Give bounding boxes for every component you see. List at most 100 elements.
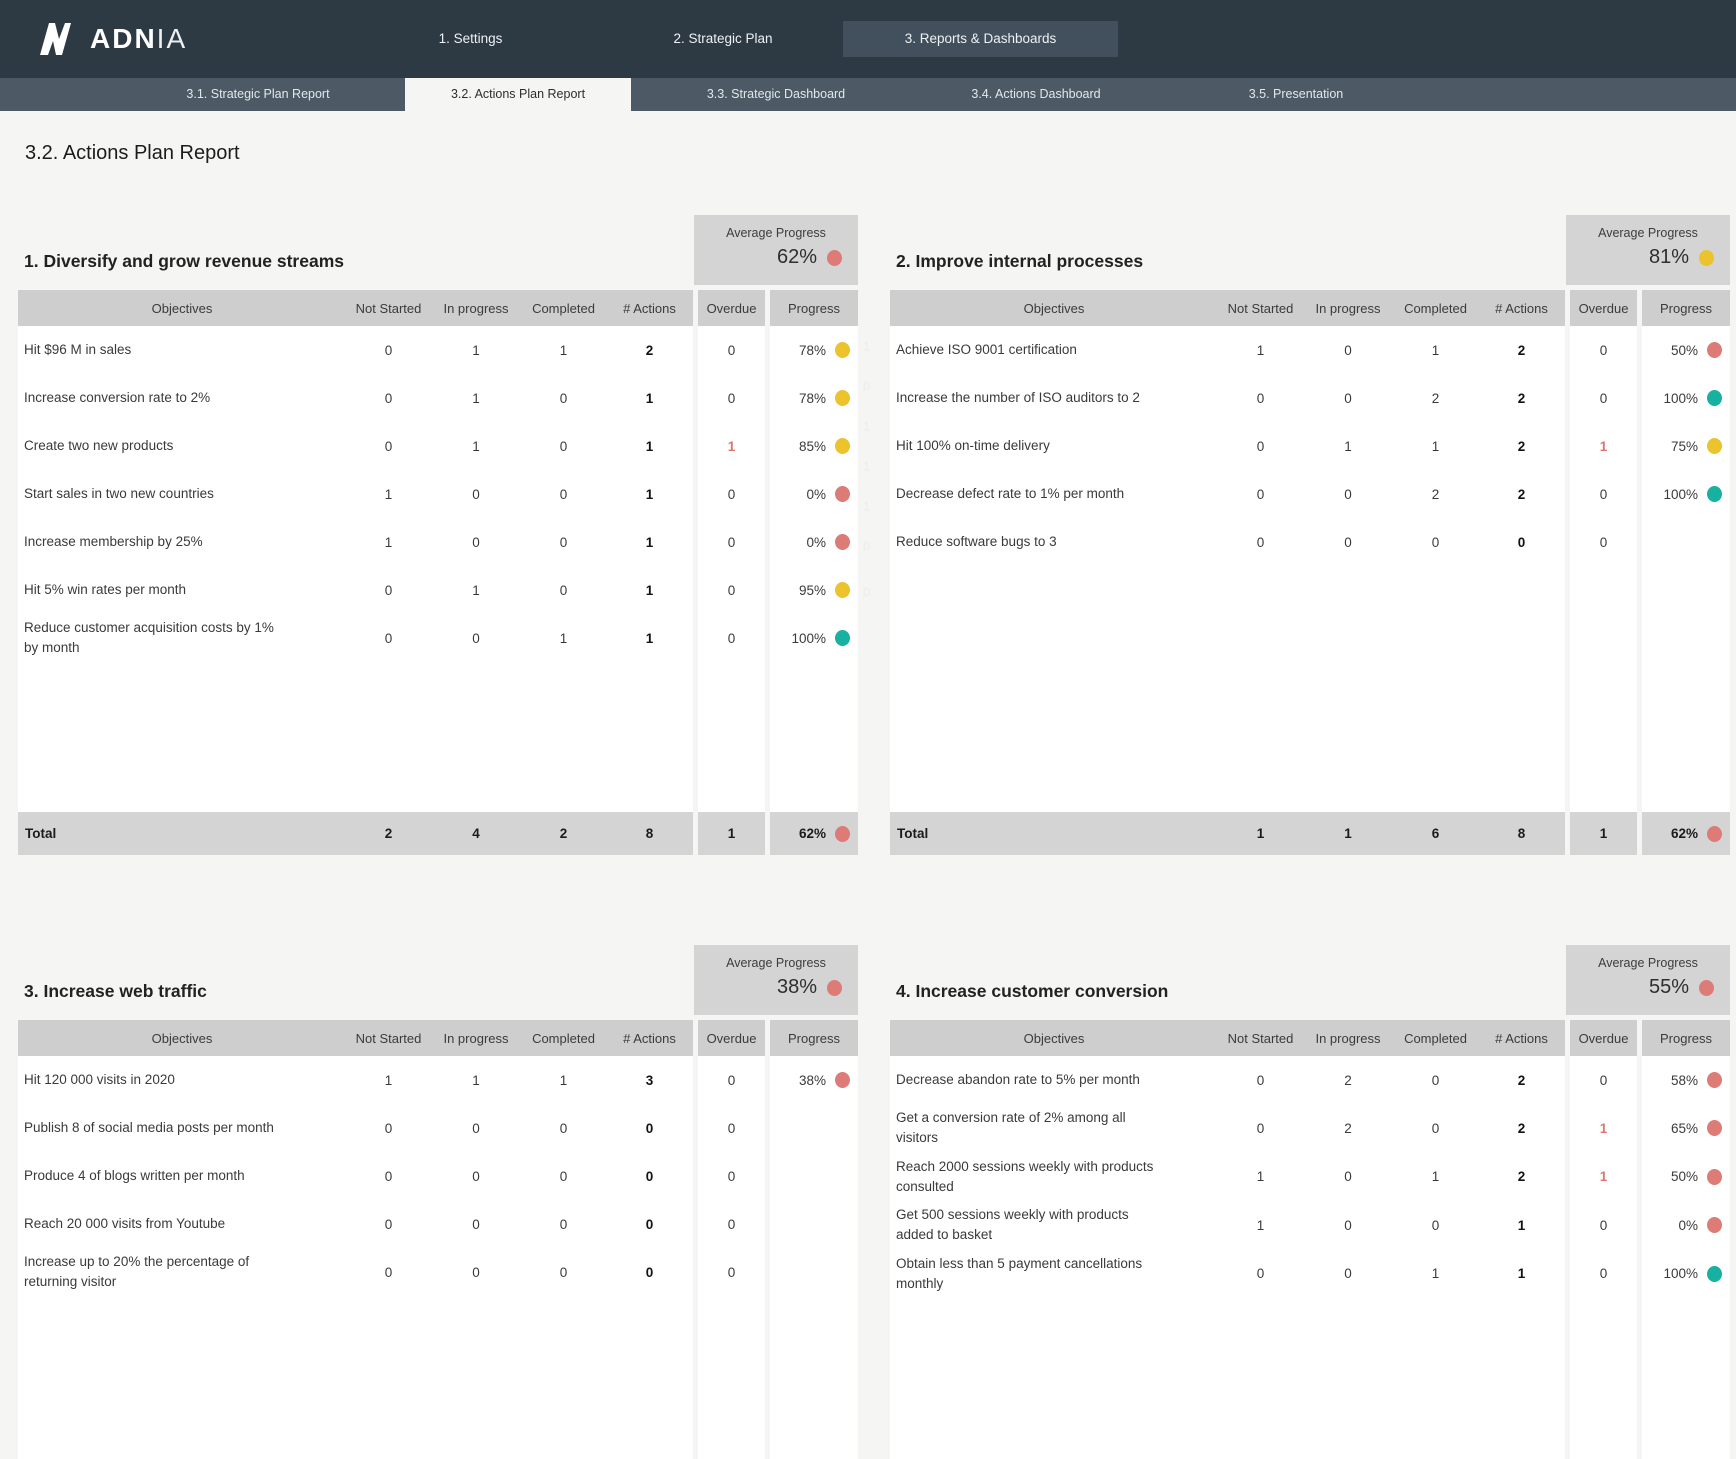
completed-cell: 0 [1393, 1056, 1478, 1104]
completed-cell: 0 [521, 374, 606, 422]
in-progress-cell: 0 [431, 1152, 521, 1200]
objective-cell: Increase the number of ISO auditors to 2 [890, 374, 1218, 422]
overdue-cell: 0 [1570, 1056, 1637, 1104]
adnia-logo-text: ADNIA [90, 25, 187, 53]
overdue-cell: 0 [698, 326, 765, 374]
in-progress-cell: 0 [431, 1104, 521, 1152]
gutter-value: 0 [863, 585, 870, 600]
completed-cell: 0 [521, 1200, 606, 1248]
progress-cell: 100% [770, 614, 858, 663]
overdue-cell: 1 [1570, 1153, 1637, 1202]
column-header: Completed [521, 290, 606, 326]
column-header: Objectives [18, 1020, 346, 1056]
section-internal-processes: 2. Improve internal processes Average Pr… [890, 215, 1730, 855]
completed-cell: 2 [1393, 470, 1478, 518]
not-started-cell: 1 [346, 518, 431, 566]
objective-cell: Decrease abandon rate to 5% per month [890, 1056, 1218, 1104]
progress-cell: 0% [770, 470, 858, 518]
subtab-actions-dashboard[interactable]: 3.4. Actions Dashboard [911, 78, 1161, 111]
objective-cell: Publish 8 of social media posts per mont… [18, 1104, 346, 1152]
status-dot [1699, 980, 1714, 996]
average-progress-label: Average Progress [694, 945, 858, 970]
total-in-progress: 4 [431, 812, 521, 855]
column-header: Completed [1393, 290, 1478, 326]
progress-cell: 100% [1642, 470, 1730, 518]
overdue-cell: 0 [1570, 470, 1637, 518]
in-progress-cell: 1 [1303, 422, 1393, 470]
subtab-presentation[interactable]: 3.5. Presentation [1161, 78, 1431, 111]
total-overdue: 1 [1570, 812, 1637, 855]
status-dot [1707, 390, 1722, 406]
tab-reports-dashboards[interactable]: 3. Reports & Dashboards [843, 21, 1118, 57]
objective-cell: Hit $96 M in sales [18, 326, 346, 374]
progress-value: 100% [1663, 487, 1698, 502]
not-started-cell: 0 [346, 614, 431, 663]
not-started-cell: 0 [1218, 1056, 1303, 1104]
status-dot [835, 486, 850, 502]
objective-cell: Hit 120 000 visits in 2020 [18, 1056, 346, 1104]
progress-value: 75% [1671, 439, 1698, 454]
column-header: Not Started [346, 290, 431, 326]
column-header: Objectives [890, 1020, 1218, 1056]
total-completed: 6 [1393, 812, 1478, 855]
progress-value: 0% [806, 535, 826, 550]
column-header: # Actions [606, 290, 693, 326]
table-body-fill [18, 1297, 693, 1459]
progress-value: 95% [799, 583, 826, 598]
actions-count-cell: 0 [606, 1248, 693, 1297]
in-progress-cell: 0 [1303, 1201, 1393, 1250]
not-started-cell: 1 [346, 1056, 431, 1104]
objective-cell: Reach 20 000 visits from Youtube [18, 1200, 346, 1248]
column-header: Completed [521, 1020, 606, 1056]
actions-count-cell: 2 [1478, 1104, 1565, 1153]
subtab-actions-plan-report[interactable]: 3.2. Actions Plan Report [405, 78, 631, 111]
completed-cell: 0 [521, 422, 606, 470]
in-progress-cell: 0 [431, 518, 521, 566]
progress-cell: 100% [1642, 1250, 1730, 1299]
in-progress-cell: 1 [431, 422, 521, 470]
objective-cell: Get a conversion rate of 2% among all vi… [890, 1104, 1218, 1153]
progress-value: 62% [1671, 826, 1698, 841]
section-title: 1. Diversify and grow revenue streams [24, 251, 344, 272]
column-header: Completed [1393, 1020, 1478, 1056]
status-dot [1699, 250, 1714, 266]
completed-cell: 0 [521, 470, 606, 518]
progress-value: 50% [1671, 1169, 1698, 1184]
section-diversify-revenue: 1. Diversify and grow revenue streams Av… [18, 215, 858, 855]
status-dot [1707, 1266, 1722, 1282]
progress-cell: 0% [1642, 1201, 1730, 1250]
total-label: Total [18, 812, 346, 855]
not-started-cell: 0 [1218, 1250, 1303, 1299]
table-body-fill [1642, 566, 1730, 812]
total-not-started: 2 [346, 812, 431, 855]
section-title: 2. Improve internal processes [896, 251, 1143, 272]
total-actions: 8 [606, 812, 693, 855]
completed-cell: 0 [521, 518, 606, 566]
actions-count-cell: 0 [1478, 518, 1565, 566]
gutter-value: 0 [863, 539, 870, 554]
column-header: In progress [431, 290, 521, 326]
progress-cell [770, 1152, 858, 1200]
total-progress: 62% [1642, 812, 1730, 855]
column-header: Progress [770, 1020, 858, 1056]
total-progress: 62% [770, 812, 858, 855]
subtab-strategic-plan-report[interactable]: 3.1. Strategic Plan Report [108, 78, 408, 111]
section-title: 4. Increase customer conversion [896, 981, 1168, 1002]
objective-cell: Start sales in two new countries [18, 470, 346, 518]
column-header: # Actions [1478, 290, 1565, 326]
in-progress-cell: 1 [431, 374, 521, 422]
gutter-value: 1 [863, 459, 870, 474]
top-navigation-bar: ADNIA 1. Settings 2. Strategic Plan 3. R… [0, 0, 1736, 78]
tab-settings[interactable]: 1. Settings [398, 0, 543, 78]
progress-value: 65% [1671, 1121, 1698, 1136]
status-dot [1707, 438, 1722, 454]
objective-cell: Increase up to 20% the percentage of ret… [18, 1248, 346, 1297]
objective-cell: Obtain less than 5 payment cancellations… [890, 1250, 1218, 1299]
objective-cell: Increase conversion rate to 2% [18, 374, 346, 422]
status-dot [1707, 486, 1722, 502]
progress-cell [770, 1200, 858, 1248]
subtab-strategic-dashboard[interactable]: 3.3. Strategic Dashboard [641, 78, 911, 111]
in-progress-cell: 0 [431, 1248, 521, 1297]
tab-strategic-plan[interactable]: 2. Strategic Plan [633, 0, 813, 78]
objectives-table: ObjectivesNot StartedIn progressComplete… [890, 290, 1730, 855]
